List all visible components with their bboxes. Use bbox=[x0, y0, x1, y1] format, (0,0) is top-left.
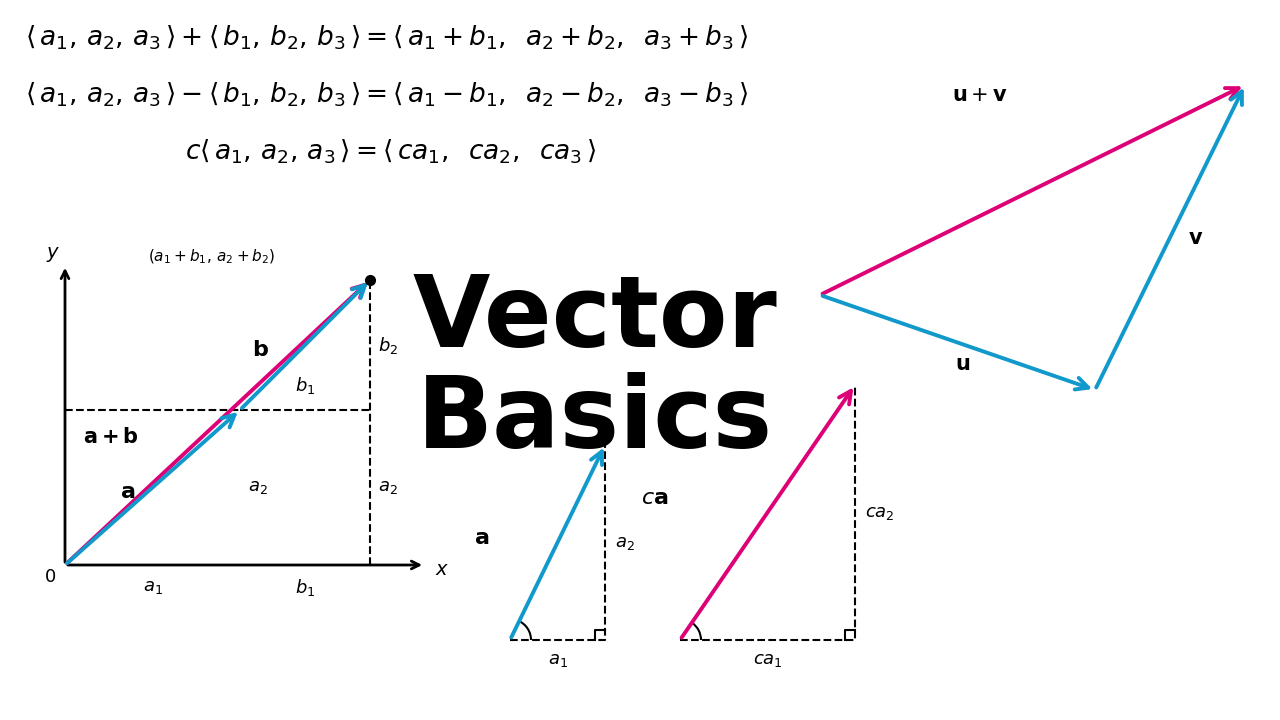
Text: $x$: $x$ bbox=[435, 561, 449, 579]
Text: $\mathbf{b}$: $\mathbf{b}$ bbox=[252, 340, 269, 360]
Text: $c\mathbf{a}$: $c\mathbf{a}$ bbox=[640, 487, 668, 508]
Text: $y$: $y$ bbox=[46, 246, 60, 264]
Text: $\mathbf{u}$: $\mathbf{u}$ bbox=[955, 354, 970, 374]
Text: $ca_2$: $ca_2$ bbox=[865, 503, 895, 521]
Text: $\langle\, a_1,\, a_2,\, a_3\,\rangle + \langle\, b_1,\, b_2,\, b_3\,\rangle = \: $\langle\, a_1,\, a_2,\, a_3\,\rangle + … bbox=[26, 24, 748, 53]
Text: $a_2$: $a_2$ bbox=[248, 479, 268, 497]
Text: Vector
Basics: Vector Basics bbox=[412, 271, 777, 469]
Text: $c\langle\, a_1,\, a_2,\, a_3\,\rangle = \langle\, ca_1,\;\; ca_2,\;\; ca_3\,\ra: $c\langle\, a_1,\, a_2,\, a_3\,\rangle =… bbox=[186, 138, 596, 166]
Text: $\mathbf{a}$: $\mathbf{a}$ bbox=[475, 528, 490, 547]
Text: $\mathbf{a}$: $\mathbf{a}$ bbox=[120, 482, 136, 503]
Text: $\mathbf{a+b}$: $\mathbf{a+b}$ bbox=[83, 427, 138, 446]
Text: $(a_1+b_1,\, a_2+b_2)$: $(a_1+b_1,\, a_2+b_2)$ bbox=[147, 248, 275, 266]
Text: $\langle\, a_1,\, a_2,\, a_3\,\rangle - \langle\, b_1,\, b_2,\, b_3\,\rangle = \: $\langle\, a_1,\, a_2,\, a_3\,\rangle - … bbox=[26, 81, 748, 109]
Text: $\mathbf{v}$: $\mathbf{v}$ bbox=[1188, 228, 1203, 248]
Text: $b_1$: $b_1$ bbox=[294, 375, 315, 396]
Text: $a_1$: $a_1$ bbox=[548, 651, 567, 669]
Text: $ca_1$: $ca_1$ bbox=[753, 651, 782, 669]
Text: $a_2$: $a_2$ bbox=[614, 534, 635, 552]
Text: $a_1$: $a_1$ bbox=[142, 578, 163, 596]
Text: 0: 0 bbox=[45, 568, 55, 586]
Text: $b_1$: $b_1$ bbox=[294, 577, 315, 598]
Text: $a_2$: $a_2$ bbox=[378, 479, 398, 497]
Text: $\mathbf{u} + \mathbf{v}$: $\mathbf{u} + \mathbf{v}$ bbox=[952, 85, 1007, 105]
Text: $b_2$: $b_2$ bbox=[378, 335, 398, 356]
